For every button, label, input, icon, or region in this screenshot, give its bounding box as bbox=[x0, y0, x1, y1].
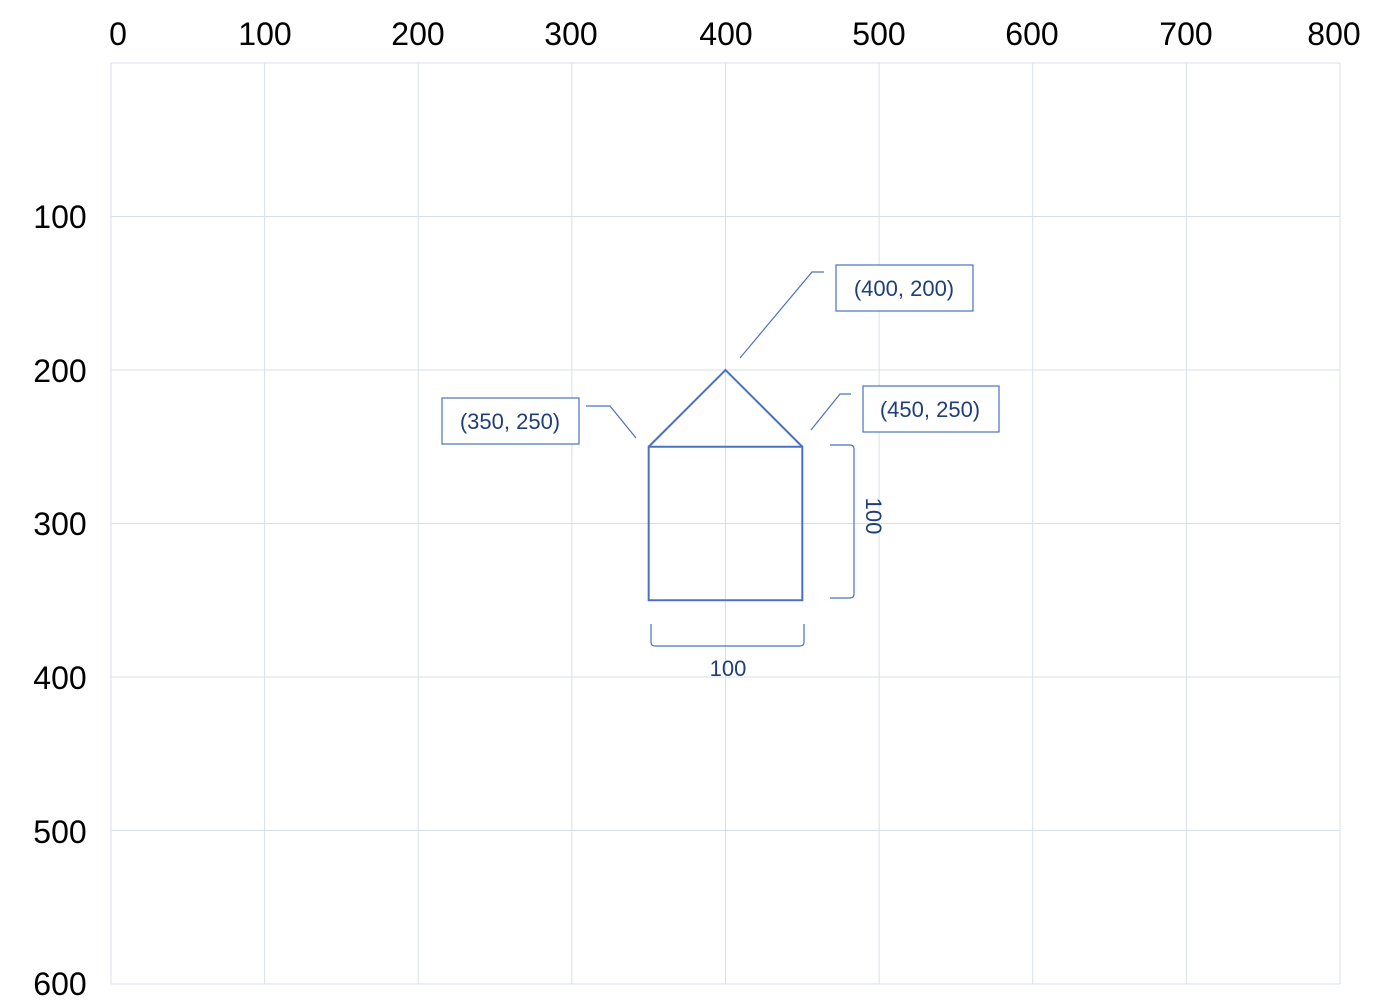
y-axis-labels: 100 200 300 400 500 600 bbox=[33, 199, 86, 1002]
y-tick-label: 100 bbox=[33, 199, 86, 235]
callout-400-200: (400, 200) bbox=[739, 264, 974, 359]
callout-leader-line bbox=[739, 271, 824, 359]
height-label: 100 bbox=[861, 498, 886, 535]
y-tick-label: 200 bbox=[33, 353, 86, 389]
callout-leader-line bbox=[586, 405, 637, 439]
house-roof bbox=[647, 368, 804, 448]
x-tick-label: 300 bbox=[544, 16, 597, 52]
x-tick-label: 400 bbox=[699, 16, 752, 52]
x-tick-label: 100 bbox=[238, 16, 291, 52]
x-tick-label: 600 bbox=[1005, 16, 1058, 52]
callout-label: (450, 250) bbox=[880, 397, 980, 422]
callout-leader-line bbox=[810, 393, 851, 431]
callout-box bbox=[862, 385, 1000, 433]
width-label: 100 bbox=[710, 656, 747, 681]
height-dimension: 100 bbox=[830, 444, 886, 599]
x-tick-label: 200 bbox=[391, 16, 444, 52]
callout-box bbox=[835, 264, 974, 312]
y-tick-label: 300 bbox=[33, 506, 86, 542]
callout-450-250: (450, 250) bbox=[810, 385, 1000, 433]
x-tick-label: 0 bbox=[109, 16, 127, 52]
y-tick-label: 500 bbox=[33, 814, 86, 850]
width-bracket bbox=[650, 624, 805, 647]
callout-box bbox=[441, 397, 580, 445]
callout-label: (350, 250) bbox=[460, 409, 560, 434]
y-tick-label: 400 bbox=[33, 660, 86, 696]
grid-lines bbox=[110, 62, 1341, 985]
x-tick-label: 800 bbox=[1307, 16, 1360, 52]
width-dimension: 100 bbox=[650, 624, 805, 681]
house-shape bbox=[647, 368, 804, 602]
height-bracket bbox=[830, 444, 855, 599]
x-axis-labels: 0 100 200 300 400 500 600 700 800 bbox=[109, 16, 1361, 52]
x-tick-label: 700 bbox=[1159, 16, 1212, 52]
x-tick-label: 500 bbox=[852, 16, 905, 52]
callout-label: (400, 200) bbox=[854, 276, 954, 301]
y-tick-label: 600 bbox=[33, 966, 86, 1002]
house-body bbox=[647, 445, 804, 602]
callout-350-250: (350, 250) bbox=[441, 397, 637, 445]
